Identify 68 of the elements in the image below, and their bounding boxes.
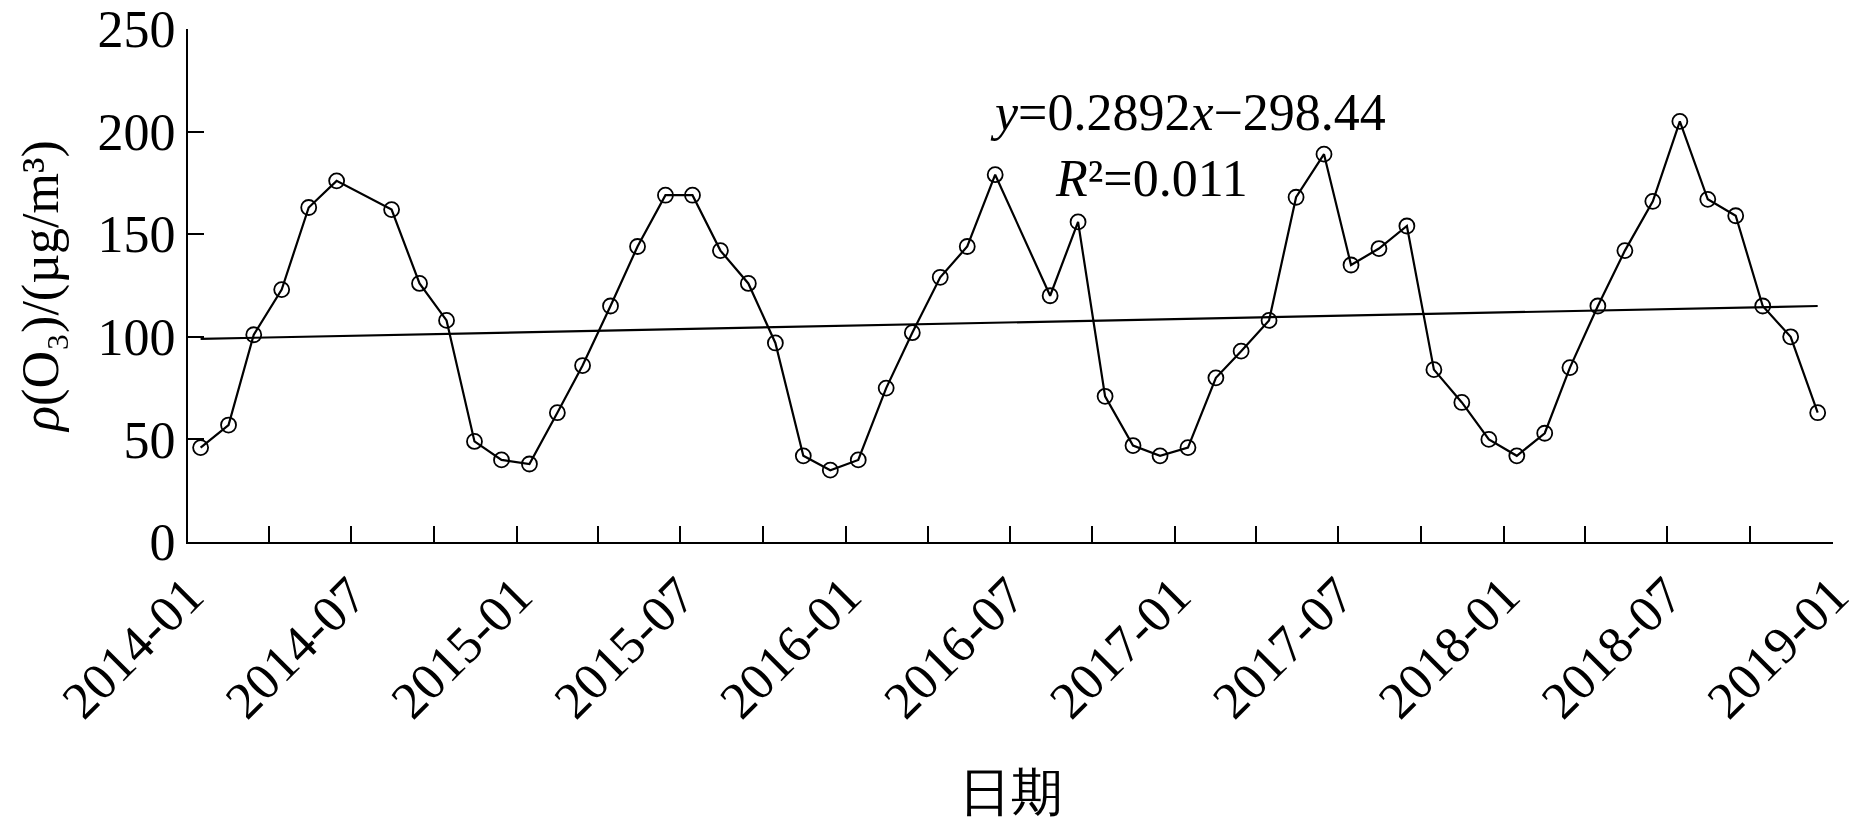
point [548,404,566,422]
y-tick-label: 250 [97,1,176,59]
point [1480,431,1498,448]
point [1398,217,1416,235]
point [1754,297,1772,315]
y-axis-title: ρ(O₃)/(µg/m³) [12,140,71,433]
x-axis-title: 日期 [958,763,1063,821]
point [521,455,538,473]
point [1536,424,1554,442]
point [245,326,263,344]
y-tick-label: 0 [149,514,176,572]
point [1425,361,1443,379]
point [1232,342,1250,360]
y-tick-label: 50 [123,411,176,469]
point [766,334,784,352]
point [657,186,674,204]
point [684,186,701,204]
point [877,379,895,397]
point [1561,359,1579,376]
point [1671,112,1689,130]
point [1096,387,1114,405]
point [1151,447,1169,465]
y-tick-label: 150 [97,206,176,264]
point [1727,207,1745,225]
point [1809,404,1827,422]
point [1041,287,1059,305]
point [1644,192,1662,210]
point [629,238,646,255]
point [220,416,237,434]
point [1179,439,1197,456]
point [1453,394,1471,411]
point [383,201,400,218]
point [1616,242,1634,260]
point [300,199,318,216]
point [493,451,510,469]
point [1124,437,1142,454]
point [466,433,483,450]
point [1782,328,1800,346]
point [1207,369,1225,387]
y-tick-label: 100 [97,309,176,366]
point [411,275,428,292]
point [739,275,757,292]
point [1370,240,1388,257]
point [273,281,291,298]
point [1260,311,1278,329]
annotation: R²=0.011 [1055,150,1248,207]
point [903,324,921,342]
annotation: y=0.2892x−298.44 [990,84,1386,141]
point [574,357,591,374]
point [192,439,210,456]
point [931,268,949,286]
point [1508,447,1526,465]
point [1589,297,1607,315]
point [794,447,812,465]
point [986,166,1004,184]
point [849,451,867,469]
point [438,311,455,329]
point [958,238,976,255]
point [328,172,346,190]
point [1287,188,1305,206]
point [821,461,839,479]
point [1315,145,1333,163]
point [712,242,729,260]
point [1699,190,1717,208]
y-tick-label: 200 [97,103,176,161]
point [1342,256,1360,274]
point [1069,213,1087,231]
point [602,297,619,315]
